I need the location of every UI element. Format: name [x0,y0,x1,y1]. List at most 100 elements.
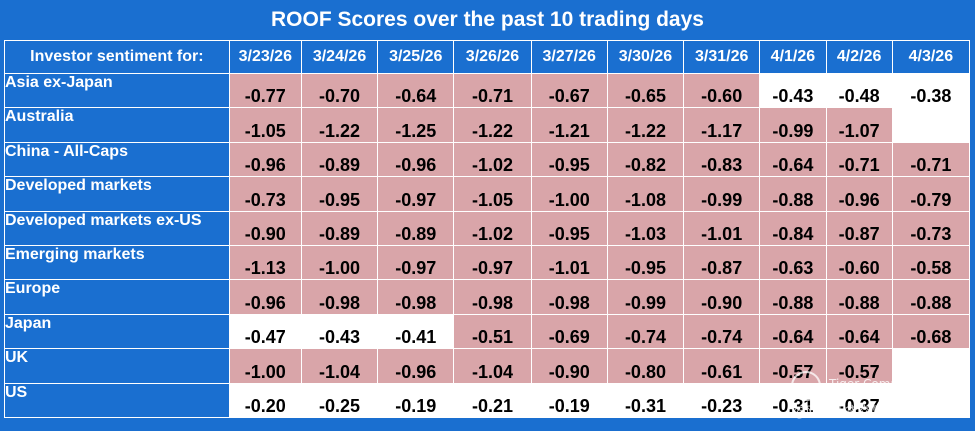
score-cell: -0.88 [891,279,971,315]
score-cell: -0.37 [825,382,893,419]
score-cell: -0.95 [530,141,608,178]
table-row: Developed markets -0.73 -0.95 -0.97 -1.05 -1.… [4,176,971,212]
score-cell: -0.64 [377,72,455,109]
score-cell: -0.71 [891,141,971,178]
score-cell: -1.17 [683,107,761,143]
score-cell: -0.88 [759,279,827,315]
score-cell: -0.73 [228,176,302,212]
score-cell: -0.19 [530,382,608,419]
score-cell: -0.23 [683,382,761,419]
row-label: Developed markets ex-US [4,210,230,246]
score-cell: -0.19 [377,382,455,419]
table-row: Europe -0.96 -0.98 -0.98 -0.98 -0.98 -0.99 -0.9… [4,279,971,315]
row-label: Emerging markets [4,244,230,281]
score-cell: -0.95 [300,176,379,212]
table-row: Japan -0.47 -0.43 -0.41 -0.51 -0.69 -0.74 -0.74… [4,313,971,350]
score-cell: -0.67 [530,72,608,109]
score-cell: -0.90 [683,279,761,315]
row-label: Japan [4,313,230,350]
table-row: Developed markets ex-US -0.90 -0.89 -0.89 -1… [4,210,971,246]
table-row: US -0.20 -0.25 -0.19 -0.21 -0.19 -0.31 -0.23 -0.… [4,382,971,419]
score-cell: -0.98 [377,279,455,315]
score-cell: -1.08 [606,176,685,212]
score-cell: -0.99 [606,279,685,315]
score-cell: -0.89 [300,141,379,178]
row-label: US [4,382,230,419]
score-cell: -0.80 [606,348,685,384]
score-cell: -0.63 [759,244,827,281]
score-cell: -0.97 [377,176,455,212]
score-cell [891,107,971,143]
row-label: China - All-Caps [4,141,230,178]
table-row: Asia ex-Japan -0.77 -0.70 -0.64 -0.71 -0.67 -0… [4,72,971,109]
score-cell: -0.77 [228,72,302,109]
score-cell: -0.58 [891,244,971,281]
score-cell: -1.04 [300,348,379,384]
score-cell: -0.64 [759,313,827,350]
date-header: 3/31/26 [683,40,761,74]
score-cell: -1.01 [530,244,608,281]
score-cell: -0.99 [683,176,761,212]
score-cell: -0.98 [300,279,379,315]
score-cell: -1.02 [453,210,532,246]
score-cell: -1.22 [453,107,532,143]
row-label: Developed markets [4,176,230,212]
header-row: Investor sentiment for: 3/23/26 3/24/26 … [4,40,971,74]
score-cell: -0.74 [683,313,761,350]
date-header: 4/1/26 [759,40,827,74]
score-cell: -0.57 [759,348,827,384]
score-cell: -0.96 [825,176,893,212]
score-cell: -0.90 [530,348,608,384]
score-cell: -0.88 [825,279,893,315]
score-cell: -1.01 [683,210,761,246]
date-header: 3/25/26 [377,40,455,74]
score-cell: -1.22 [300,107,379,143]
date-header: 3/24/26 [300,40,379,74]
table-row: Emerging markets -1.13 -1.00 -0.97 -0.97 -1.0… [4,244,971,281]
score-cell: -1.00 [530,176,608,212]
score-cell: -0.83 [683,141,761,178]
score-cell: -0.96 [228,141,302,178]
score-cell: -0.97 [453,244,532,281]
score-cell: -1.21 [530,107,608,143]
score-cell: -0.51 [453,313,532,350]
score-cell: -0.90 [228,210,302,246]
score-cell: -0.74 [606,313,685,350]
score-cell: -1.07 [825,107,893,143]
score-cell: -0.99 [759,107,827,143]
score-cell: -0.31 [606,382,685,419]
score-cell: -1.00 [228,348,302,384]
score-cell: -0.69 [530,313,608,350]
score-cell: -0.64 [825,313,893,350]
score-cell: -1.05 [453,176,532,212]
score-cell: -1.25 [377,107,455,143]
score-cell: -0.96 [377,141,455,178]
score-cell: -0.96 [228,279,302,315]
date-header: 3/27/26 [530,40,608,74]
score-cell: -1.22 [606,107,685,143]
score-cell: -0.95 [530,210,608,246]
date-header: 3/30/26 [606,40,685,74]
score-cell: -0.71 [825,141,893,178]
score-cell: -0.98 [530,279,608,315]
score-cell: -0.73 [891,210,971,246]
date-header: 4/3/26 [891,40,971,74]
score-cell: -0.43 [759,72,827,109]
score-cell: -1.00 [300,244,379,281]
score-cell: -0.87 [683,244,761,281]
score-cell: -0.60 [683,72,761,109]
score-cell [891,382,971,419]
score-cell: -1.03 [606,210,685,246]
score-cell: -0.89 [377,210,455,246]
score-cell: -0.38 [891,72,971,109]
score-cell: -1.04 [453,348,532,384]
score-cell: -0.71 [453,72,532,109]
score-cell: -0.97 [377,244,455,281]
score-cell: -1.13 [228,244,302,281]
date-header: 4/2/26 [825,40,893,74]
date-header: 3/23/26 [228,40,302,74]
score-cell: -0.57 [825,348,893,384]
score-cell: -0.88 [759,176,827,212]
table-row: China - All-Caps -0.96 -0.89 -0.96 -1.02 -0.9… [4,141,971,178]
